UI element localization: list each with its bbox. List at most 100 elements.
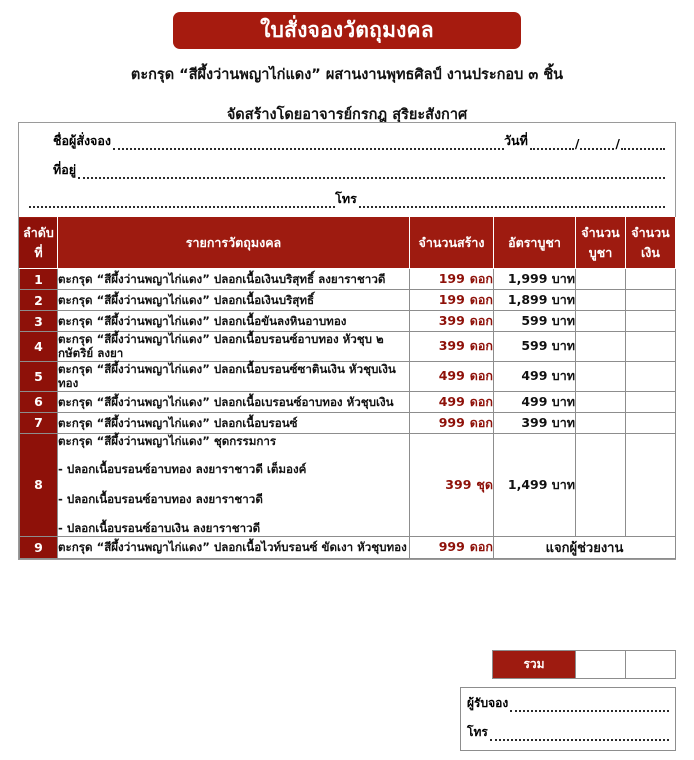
quantity-unit: ดอก bbox=[469, 414, 493, 430]
column-header-amount: จำนวนเงิน bbox=[625, 217, 676, 269]
row-rate: 1,499 บาท bbox=[493, 432, 576, 537]
row-count-input[interactable] bbox=[575, 360, 626, 392]
quantity-unit: ดอก bbox=[469, 393, 493, 409]
phone-input[interactable] bbox=[358, 195, 666, 208]
row-description: ตะกรุด “สีผึ้งว่านพญาไก่แดง” ปลอกเนื้อขั… bbox=[57, 310, 410, 332]
row-count-input[interactable] bbox=[575, 289, 626, 311]
quantity-number: 199 bbox=[438, 292, 465, 307]
row-number: 7 bbox=[19, 411, 58, 434]
address-input-line2[interactable] bbox=[29, 195, 336, 208]
table-row: 6 ตะกรุด “สีผึ้งว่านพญาไก่แดง” ปลอกเนื้อ… bbox=[19, 390, 676, 413]
quantity-unit: ชุด bbox=[476, 476, 493, 492]
row-number: 8 bbox=[19, 432, 58, 537]
row-quantity-made: 199 ดอก bbox=[409, 268, 494, 290]
set-item: - ปลอกเนื้อบรอนซ์อาบทอง ลงยาราชาวดี เต็ม… bbox=[58, 462, 307, 477]
table-row: 1 ตะกรุด “สีผึ้งว่านพญาไก่แดง” ปลอกเนื้อ… bbox=[19, 268, 676, 290]
row-number: 5 bbox=[19, 360, 58, 392]
total-count-input[interactable] bbox=[576, 650, 626, 679]
row-number: 6 bbox=[19, 390, 58, 413]
date-separator-1: / bbox=[574, 136, 580, 151]
set-item: - ปลอกเนื้อบรอนซ์อาบทอง ลงยาราชาวดี bbox=[58, 491, 263, 506]
date-month-input[interactable] bbox=[580, 137, 615, 150]
row-count-input[interactable] bbox=[575, 310, 626, 332]
banner-container: ใบสั่งจองวัตถุมงคล bbox=[0, 0, 694, 49]
row-count-input[interactable] bbox=[575, 268, 626, 290]
phone-label: โทร bbox=[335, 191, 357, 206]
row-count-input[interactable] bbox=[575, 390, 626, 413]
receiver-row: ผู้รับจอง bbox=[467, 694, 669, 713]
receiver-input[interactable] bbox=[510, 699, 669, 712]
quantity-number: 399 bbox=[438, 313, 465, 328]
quantity-unit: ดอก bbox=[469, 292, 493, 307]
row-amount-input[interactable] bbox=[625, 268, 676, 290]
row-description: ตะกรุด “สีผึ้งว่านพญาไก่แดง” ปลอกเนื้อเบ… bbox=[57, 390, 410, 413]
orderer-name-input[interactable] bbox=[112, 137, 505, 150]
row-description: ตะกรุด “สีผึ้งว่านพญาไก่แดง” ปลอกเนื้อบร… bbox=[57, 411, 410, 434]
receiver-phone-row: โทร bbox=[467, 723, 669, 742]
table-row: 2 ตะกรุด “สีผึ้งว่านพญาไก่แดง” ปลอกเนื้อ… bbox=[19, 289, 676, 311]
row-count-input[interactable] bbox=[575, 411, 626, 434]
date-separator-2: / bbox=[615, 136, 620, 151]
date-day-input[interactable] bbox=[529, 137, 574, 150]
row-description: ตะกรุด “สีผึ้งว่านพญาไก่แดง” ปลอกเนื้อเง… bbox=[57, 268, 410, 290]
row-amount-input[interactable] bbox=[625, 411, 676, 434]
row-amount-input[interactable] bbox=[625, 289, 676, 311]
column-header-rate: อัตราบูชา bbox=[493, 217, 576, 269]
quantity-unit: ดอก bbox=[469, 313, 493, 328]
row-description: ตะกรุด “สีผึ้งว่านพญาไก่แดง” ปลอกเนื้อบร… bbox=[57, 331, 410, 362]
receiver-phone-input[interactable] bbox=[489, 728, 669, 741]
quantity-number: 499 bbox=[438, 368, 465, 384]
total-label: รวม bbox=[492, 650, 576, 679]
quantity-unit: ดอก bbox=[469, 271, 493, 286]
row-rate: 399 บาท bbox=[493, 411, 576, 434]
row-amount-input[interactable] bbox=[625, 331, 676, 362]
row-description: ตะกรุด “สีผึ้งว่านพญาไก่แดง” ปลอกเนื้อเง… bbox=[57, 289, 410, 311]
row-count-input[interactable] bbox=[575, 331, 626, 362]
row-quantity-made: 499 ดอก bbox=[409, 360, 494, 392]
quantity-number: 999 bbox=[438, 414, 465, 430]
set-heading: ตะกรุด “สีผึ้งว่านพญาไก่แดง” ชุดกรรมการ bbox=[58, 433, 277, 448]
row-amount-input[interactable] bbox=[625, 310, 676, 332]
row-rate: 499 บาท bbox=[493, 360, 576, 392]
quantity-unit: ดอก bbox=[469, 338, 493, 354]
table-row: 7 ตะกรุด “สีผึ้งว่านพญาไก่แดง” ปลอกเนื้อ… bbox=[19, 411, 676, 434]
row-number: 3 bbox=[19, 310, 58, 332]
address-row: ที่อยู่ bbox=[29, 160, 665, 180]
quantity-number: 999 bbox=[438, 539, 465, 555]
footer-section: รวม ผู้รับจอง โทร bbox=[18, 650, 676, 751]
row-quantity-made: 999 ดอก bbox=[409, 535, 494, 559]
row-rate: 599 บาท bbox=[493, 331, 576, 362]
row-amount-input[interactable] bbox=[625, 360, 676, 392]
table-row-committee-set: 8 ตะกรุด “สีผึ้งว่านพญาไก่แดง” ชุดกรรมกา… bbox=[19, 432, 676, 537]
column-header-made: จำนวนสร้าง bbox=[409, 217, 494, 269]
phone-row: โทร bbox=[29, 189, 666, 209]
row-description-set: ตะกรุด “สีผึ้งว่านพญาไก่แดง” ชุดกรรมการ … bbox=[57, 432, 410, 537]
date-year-input[interactable] bbox=[621, 137, 665, 150]
row-count-input[interactable] bbox=[575, 432, 626, 537]
orderer-name-row: ชื่อผู้สั่งจอง วันที่ / / bbox=[29, 131, 665, 151]
table-row: 3 ตะกรุด “สีผึ้งว่านพญาไก่แดง” ปลอกเนื้อ… bbox=[19, 310, 676, 332]
form-frame: ชื่อผู้สั่งจอง วันที่ / / ที่อยู่ โทร bbox=[18, 122, 676, 560]
quantity-number: 199 bbox=[438, 271, 465, 286]
row-number: 9 bbox=[19, 535, 58, 559]
total-amount-input[interactable] bbox=[626, 650, 676, 679]
table-row: 5 ตะกรุด “สีผึ้งว่านพญาไก่แดง” ปลอกเนื้อ… bbox=[19, 360, 676, 392]
row-amount-input[interactable] bbox=[625, 390, 676, 413]
quantity-number: 499 bbox=[438, 393, 465, 409]
row-rate: 1,999 บาท bbox=[493, 268, 576, 290]
subtitle-line-1: ตะกรุด “สีผึ้งว่านพญาไก่แดง” ผสานงานพุทธ… bbox=[130, 67, 564, 83]
giveaway-note: แจกผู้ช่วยงาน bbox=[493, 535, 676, 559]
row-number: 1 bbox=[19, 268, 58, 290]
row-number: 2 bbox=[19, 289, 58, 311]
quantity-number: 399 bbox=[438, 338, 465, 354]
receiver-label: ผู้รับจอง bbox=[467, 696, 509, 710]
customer-form-section: ชื่อผู้สั่งจอง วันที่ / / ที่อยู่ โทร bbox=[19, 123, 675, 217]
row-amount-input[interactable] bbox=[625, 432, 676, 537]
row-description: ตะกรุด “สีผึ้งว่านพญาไก่แดง” ปลอกเนื้อไว… bbox=[57, 535, 410, 559]
table-row-giveaway: 9 ตะกรุด “สีผึ้งว่านพญาไก่แดง” ปลอกเนื้อ… bbox=[19, 535, 676, 559]
orderer-name-label: ชื่อผู้สั่งจอง bbox=[53, 133, 111, 148]
receiver-phone-label: โทร bbox=[467, 725, 488, 739]
address-label: ที่อยู่ bbox=[53, 162, 77, 177]
row-quantity-made: 399 ชุด bbox=[409, 432, 494, 537]
address-input[interactable] bbox=[78, 166, 665, 179]
